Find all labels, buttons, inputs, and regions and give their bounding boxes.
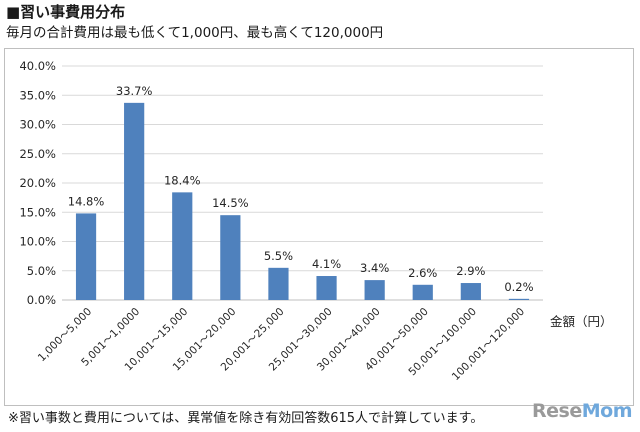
y-tick-label: 40.0% — [19, 59, 56, 73]
footnote: ※習い事数と費用については、異常値を除き有効回答数615人で計算しています。 — [8, 411, 484, 426]
bar — [412, 284, 433, 300]
bar-value-label: 18.4% — [164, 173, 201, 187]
y-tick-label: 35.0% — [19, 88, 56, 102]
chart-heading: ■習い事費用分布 — [6, 3, 126, 21]
x-axis-title: 金額（円） — [550, 314, 613, 329]
bar — [316, 276, 337, 300]
y-tick-label: 20.0% — [19, 176, 56, 190]
y-tick-label: 10.0% — [19, 235, 56, 249]
bar-value-label: 33.7% — [116, 84, 153, 98]
bar-chart: 0.0% 5.0% 10.0% 15.0% 20.0% 25.0% 30.0% 35.0% 40… — [19, 59, 613, 383]
bar-value-label: 2.9% — [456, 264, 485, 278]
bar — [75, 213, 97, 300]
y-tick-label: 25.0% — [19, 147, 56, 161]
logo-text-accent: Mom — [581, 400, 633, 422]
bar — [508, 298, 530, 300]
bar-value-label: 14.8% — [68, 194, 105, 208]
bar-value-label: 4.1% — [312, 257, 341, 271]
bar-value-label: 5.5% — [264, 249, 293, 263]
chart-subheading: 毎月の合計費用は最も低くて1,000円、最も高くて120,000円 — [6, 25, 384, 41]
y-tick-label: 0.0% — [27, 293, 56, 307]
bar — [364, 280, 385, 300]
bar-value-label: 2.6% — [408, 266, 437, 280]
bar-value-label: 3.4% — [360, 261, 389, 275]
bar — [220, 215, 241, 300]
resemom-logo: ReseMom — [532, 400, 632, 422]
y-tick-label: 15.0% — [19, 205, 56, 219]
y-axis-ticks: 0.0% 5.0% 10.0% 15.0% 20.0% 25.0% 30.0% 35.0% 40… — [19, 59, 56, 307]
bar — [268, 267, 289, 300]
bars — [75, 102, 530, 300]
bar — [172, 192, 193, 300]
y-tick-label: 30.0% — [19, 118, 56, 132]
bar — [124, 102, 145, 300]
x-axis-ticks: 1,000～5,0005,001～1,000010,001～15,00015,0… — [36, 306, 527, 383]
chart-container: 0.0% 5.0% 10.0% 15.0% 20.0% 25.0% 30.0% 35.0% 40… — [4, 48, 634, 406]
bar — [460, 283, 481, 300]
y-tick-label: 5.0% — [27, 264, 56, 278]
logo-text-main: Rese — [532, 400, 582, 422]
bar-value-label: 0.2% — [504, 280, 533, 294]
bar-value-label: 14.5% — [212, 196, 249, 210]
value-labels: 14.8% 33.7% 18.4% 14.5% 5.5% 4.1% 3.4% 2.6% 2.9%… — [68, 84, 534, 294]
